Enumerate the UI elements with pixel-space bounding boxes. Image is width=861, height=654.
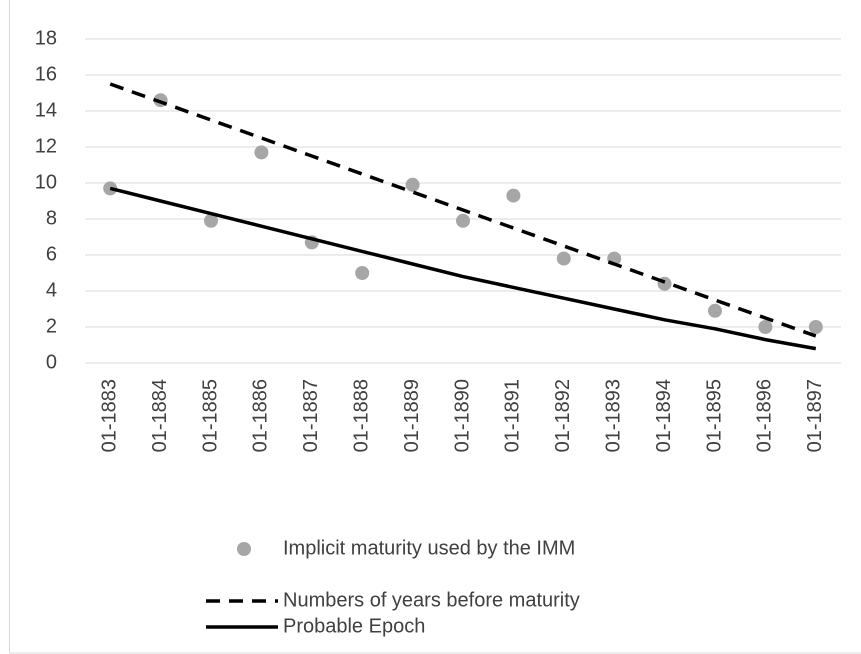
legend-label: Implicit maturity used by the IMM bbox=[283, 537, 575, 559]
x-tick-label: 01-1897 bbox=[804, 379, 826, 452]
series-line bbox=[109, 82, 817, 338]
data-point bbox=[254, 145, 269, 160]
x-tick-label: 01-1894 bbox=[653, 379, 675, 452]
data-point bbox=[708, 303, 722, 318]
x-tick-label: 01-1890 bbox=[451, 379, 473, 452]
y-tick-label: 16 bbox=[35, 63, 57, 85]
y-tick-label: 6 bbox=[46, 243, 57, 265]
data-point bbox=[355, 266, 370, 280]
data-point bbox=[506, 188, 521, 203]
data-point bbox=[556, 251, 571, 266]
y-tick-label: 18 bbox=[35, 27, 57, 49]
y-tick-label: 2 bbox=[46, 315, 57, 337]
y-tick-label: 14 bbox=[35, 99, 57, 121]
legend-label: Numbers of years before maturity bbox=[283, 589, 580, 611]
x-tick-label: 01-1892 bbox=[552, 379, 574, 452]
data-point bbox=[405, 177, 420, 192]
x-tick-label: 01-1884 bbox=[149, 379, 171, 452]
legend-label: Probable Epoch bbox=[283, 615, 425, 637]
data-point bbox=[808, 320, 823, 334]
x-tick-label: 01-1883 bbox=[98, 379, 120, 452]
x-tick-label: 01-1887 bbox=[300, 379, 322, 452]
x-tick-label: 01-1896 bbox=[754, 379, 776, 452]
data-point bbox=[204, 213, 218, 228]
x-tick-label: 01-1888 bbox=[350, 379, 372, 452]
y-tick-label: 0 bbox=[46, 351, 57, 373]
legend-symbol bbox=[237, 542, 251, 556]
y-tick-label: 4 bbox=[46, 279, 57, 301]
data-point bbox=[758, 320, 773, 334]
chart-frame bbox=[9, 0, 861, 654]
x-tick-label: 01-1889 bbox=[401, 379, 423, 452]
series-line bbox=[109, 186, 817, 351]
y-tick-label: 12 bbox=[35, 135, 57, 157]
data-point bbox=[456, 213, 470, 228]
x-tick-label: 01-1891 bbox=[502, 379, 524, 452]
x-tick-label: 01-1893 bbox=[602, 379, 624, 452]
x-tick-label: 01-1885 bbox=[199, 379, 221, 452]
x-tick-label: 01-1886 bbox=[250, 379, 272, 452]
y-tick-label: 8 bbox=[46, 207, 57, 229]
x-tick-label: 01-1895 bbox=[703, 379, 725, 452]
y-tick-label: 10 bbox=[35, 171, 57, 193]
